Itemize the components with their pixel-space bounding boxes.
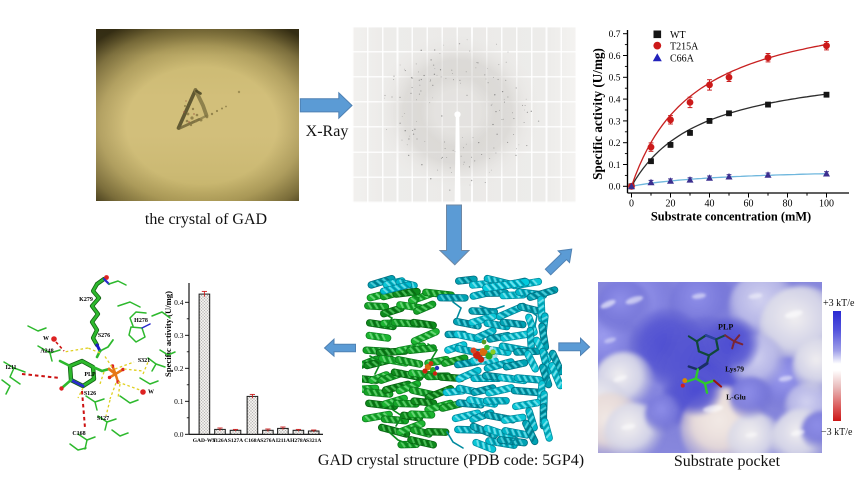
svg-text:WT: WT (670, 30, 686, 41)
svg-text:40: 40 (705, 199, 715, 210)
svg-text:W: W (43, 336, 49, 342)
svg-text:S276: S276 (98, 333, 110, 339)
svg-text:100: 100 (819, 199, 834, 210)
svg-text:80: 80 (783, 199, 793, 210)
svg-text:H278A: H278A (290, 438, 307, 444)
svg-text:S126A: S126A (212, 438, 227, 444)
svg-text:0.3: 0.3 (174, 331, 184, 340)
svg-text:I211: I211 (5, 365, 16, 371)
svg-text:S127A: S127A (228, 438, 243, 444)
svg-text:0.2: 0.2 (609, 139, 621, 149)
svg-text:Lys79: Lys79 (725, 365, 744, 374)
svg-text:C66A: C66A (670, 53, 695, 64)
svg-text:W: W (148, 390, 154, 396)
svg-text:S321A: S321A (306, 438, 321, 444)
svg-text:0.1: 0.1 (609, 161, 621, 171)
svg-text:C168: C168 (72, 431, 85, 437)
svg-text:Specific activity (U/mg): Specific activity (U/mg) (163, 291, 173, 377)
svg-text:S127: S127 (97, 416, 109, 422)
svg-text:T215A: T215A (670, 41, 699, 52)
svg-text:0.1: 0.1 (174, 397, 184, 406)
svg-text:L-Glu: L-Glu (726, 393, 746, 402)
svg-text:K279: K279 (79, 297, 93, 303)
svg-text:0.5: 0.5 (609, 74, 621, 84)
svg-text:Substrate concentration (mM): Substrate concentration (mM) (651, 210, 811, 224)
svg-text:Specific activity (U/mg): Specific activity (U/mg) (593, 48, 605, 180)
svg-text:0.7: 0.7 (609, 30, 621, 40)
svg-text:A248: A248 (40, 349, 53, 355)
svg-text:H278: H278 (134, 318, 148, 324)
svg-text:S126: S126 (84, 391, 96, 397)
svg-text:20: 20 (666, 199, 676, 210)
svg-text:S321: S321 (138, 358, 150, 364)
svg-text:GAD-WT: GAD-WT (193, 438, 217, 444)
svg-text:0.2: 0.2 (174, 364, 184, 373)
svg-text:0.3: 0.3 (609, 117, 621, 127)
svg-text:C168A: C168A (244, 438, 260, 444)
svg-text:0.0: 0.0 (609, 183, 621, 193)
svg-text:0.6: 0.6 (609, 52, 621, 62)
svg-text:0.4: 0.4 (174, 298, 184, 307)
svg-text:PLP: PLP (718, 322, 733, 331)
svg-text:0.0: 0.0 (174, 430, 184, 439)
svg-text:60: 60 (744, 199, 754, 210)
svg-text:S276A: S276A (260, 438, 275, 444)
svg-text:I211A: I211A (276, 438, 290, 444)
svg-text:PLP: PLP (84, 372, 96, 378)
svg-text:0: 0 (629, 199, 634, 210)
svg-text:0.4: 0.4 (609, 96, 621, 106)
